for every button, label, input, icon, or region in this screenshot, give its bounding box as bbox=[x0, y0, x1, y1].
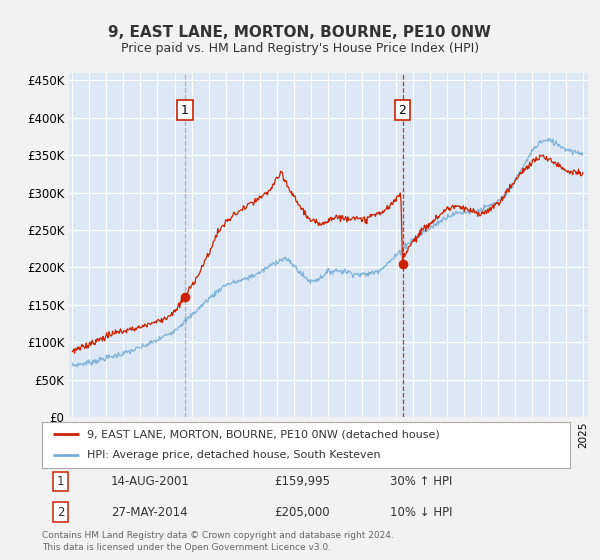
Text: £159,995: £159,995 bbox=[274, 475, 331, 488]
Text: Contains HM Land Registry data © Crown copyright and database right 2024.
This d: Contains HM Land Registry data © Crown c… bbox=[42, 531, 394, 552]
Text: 2: 2 bbox=[57, 506, 64, 519]
Text: 27-MAY-2014: 27-MAY-2014 bbox=[110, 506, 187, 519]
Text: 30% ↑ HPI: 30% ↑ HPI bbox=[391, 475, 453, 488]
Text: 1: 1 bbox=[181, 104, 189, 116]
Text: 14-AUG-2001: 14-AUG-2001 bbox=[110, 475, 190, 488]
Text: 1: 1 bbox=[57, 475, 64, 488]
Text: 9, EAST LANE, MORTON, BOURNE, PE10 0NW (detached house): 9, EAST LANE, MORTON, BOURNE, PE10 0NW (… bbox=[87, 429, 440, 439]
Text: 2: 2 bbox=[398, 104, 406, 116]
Text: 9, EAST LANE, MORTON, BOURNE, PE10 0NW: 9, EAST LANE, MORTON, BOURNE, PE10 0NW bbox=[109, 25, 491, 40]
Text: HPI: Average price, detached house, South Kesteven: HPI: Average price, detached house, Sout… bbox=[87, 450, 380, 460]
Text: 10% ↓ HPI: 10% ↓ HPI bbox=[391, 506, 453, 519]
Text: £205,000: £205,000 bbox=[274, 506, 330, 519]
Text: Price paid vs. HM Land Registry's House Price Index (HPI): Price paid vs. HM Land Registry's House … bbox=[121, 42, 479, 55]
